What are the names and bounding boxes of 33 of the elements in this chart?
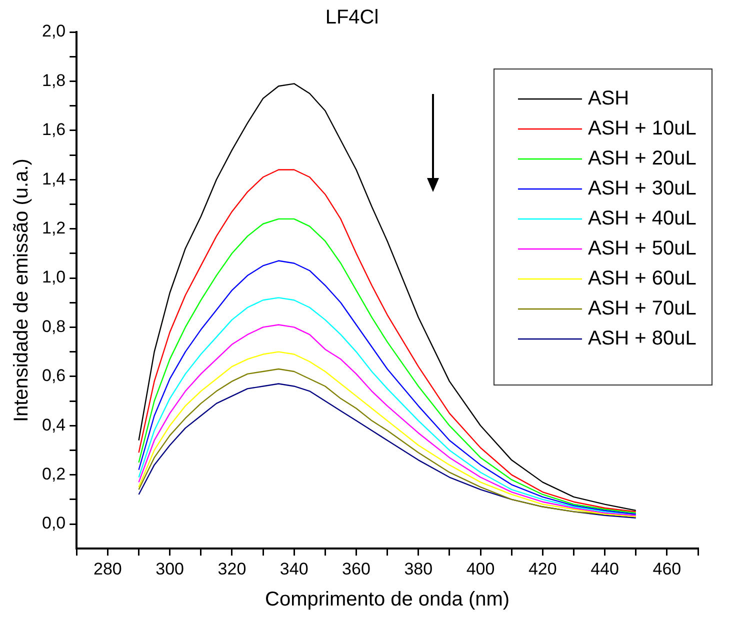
y-tick-label: 0,0 [42,514,66,533]
legend-label: ASH + 10uL [588,118,696,140]
x-tick-label: 460 [652,559,682,578]
y-tick-label: 1,0 [42,268,66,287]
y-tick-label: 0,8 [42,316,66,336]
legend-label: ASH + 40uL [588,208,696,230]
y-tick-label: 2,0 [42,22,66,41]
y-tick-label: 1,6 [42,120,66,140]
x-tick-label: 340 [280,559,308,578]
legend-label: ASH + 30uL [588,178,696,200]
x-tick-label: 360 [342,559,370,578]
legend-label: ASH + 20uL [588,148,696,170]
chart-title: LF4Cl [325,6,379,29]
x-tick-label: 320 [218,559,246,578]
legend-label: ASH + 60uL [588,268,696,290]
y-tick-label: 0,6 [42,366,66,386]
legend-label: ASH + 50uL [588,238,696,260]
x-tick-label: 420 [528,559,557,578]
x-tick-label: 280 [94,559,122,578]
y-tick-label: 1,2 [42,218,66,238]
x-tick-label: 380 [404,559,433,578]
x-tick-label: 440 [590,559,619,578]
y-tick-label: 0,4 [42,415,66,434]
legend-label: ASH + 70uL [588,298,696,320]
y-tick-label: 1,8 [42,70,66,90]
legend-label: ASH + 80uL [588,328,696,350]
y-axis-title: Intensidade de emissão (u.a.) [10,158,33,422]
x-axis-title: Comprimento de onda (nm) [265,588,510,611]
x-tick-label: 300 [156,559,184,578]
legend-label: ASH [588,88,630,110]
x-tick-label: 400 [466,559,495,578]
y-tick-label: 0,2 [42,464,66,484]
y-tick-label: 1,4 [42,169,66,188]
